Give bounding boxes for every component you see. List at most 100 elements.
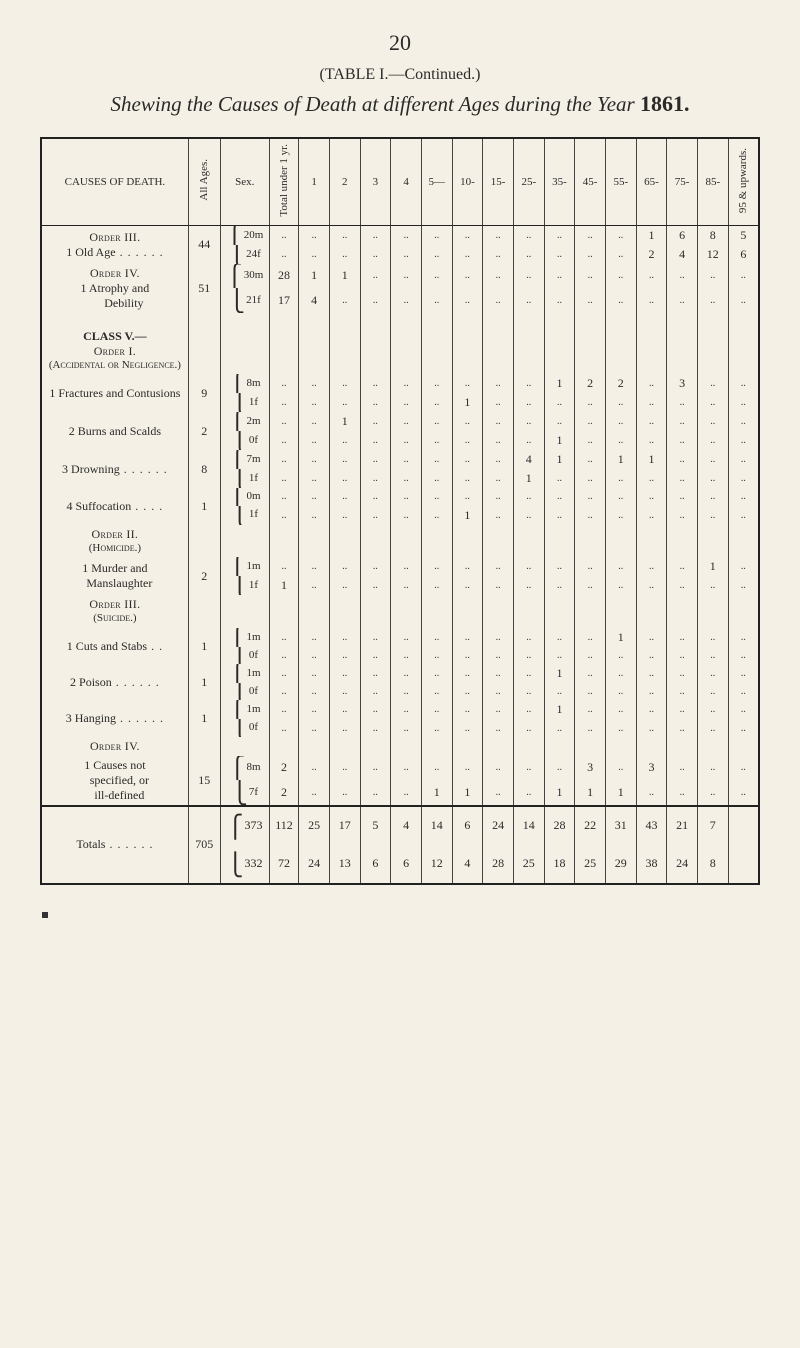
hanging-m-row: 3 Hanging 1 ⎧1m .......... ........ 1 ..… [41,700,759,719]
atrophy-label-a: 1 Atrophy and [43,281,187,296]
col-age-45: 45- [575,138,606,226]
burns-m-row: 2 Burns and Scalds 2 ⎧2m .... 1 ........… [41,412,759,431]
burns-label: 2 Burns and Scalds [41,412,188,450]
oldage-sex-m: ⎧20m [220,225,269,245]
scan-mark [42,912,48,918]
suffocation-m-row: 4 Suffocation 1 ⎧0m .......... ........ … [41,488,759,505]
col-age-25: 25- [513,138,544,226]
cuts-label: 1 Cuts and Stabs [41,628,188,664]
poison-label: 2 Poison [41,664,188,700]
spacer-row [41,313,759,327]
oldage-95m: 5 [728,225,759,245]
order3s-cell: Order III. (Suicide.) [41,595,188,628]
col-age-55: 55- [605,138,636,226]
hanging-label: 3 Hanging [41,700,188,736]
totals-label-cell: Totals [41,806,188,884]
oldage-85f: 12 [697,245,728,264]
fractures-all: 9 [188,374,220,412]
col-age-15: 15- [483,138,514,226]
fractures-m-row: 1 Fractures and Contusions 9 ⎧8m .......… [41,374,759,393]
atrophy-sex-f: ⎩21f [220,288,269,313]
order4s-heading-row: Order IV. [41,737,759,756]
fractures-label: 1 Fractures and Contusions [41,374,188,412]
page-title: Shewing the Causes of Death at different… [40,90,760,119]
header-row: CAUSES OF DEATH. All Ages. Sex. Total un… [41,138,759,226]
order4-heading-row: Order IV. 1 Atrophy and Debility 51 ⎧30m… [41,264,759,289]
atrophy-sex-m: ⎧30m [220,264,269,289]
atrophy-all: 51 [188,264,220,313]
atrophy-2m: 1 [329,264,360,289]
causesnot-m-row: 1 Causes not specified, or ill-defined 1… [41,756,759,780]
oldage-85m: 8 [697,225,728,245]
col-age-3: 3 [360,138,391,226]
col-all-ages: All Ages. [188,138,220,226]
poison-m-row: 2 Poison 1 ⎧1m .......... ........ 1 ...… [41,664,759,683]
cuts-all: 1 [188,628,220,664]
mortality-table: CAUSES OF DEATH. All Ages. Sex. Total un… [40,137,760,885]
oldage-75f: 4 [667,245,698,264]
drowning-label: 3 Drowning [41,450,188,488]
oldage-label: 1 Old Age [43,245,187,260]
atrophy-u1f: 17 [269,288,298,313]
col-age-10: 10- [452,138,483,226]
totals-sm: ⎧373 [220,806,269,845]
col-sex: Sex. [220,138,269,226]
c: .. [269,225,298,245]
cuts-m-row: 1 Cuts and Stabs 1 ⎧1m .......... ......… [41,628,759,647]
class5-heading-cell: CLASS V.— Order I. (Accidental or Neglig… [41,327,188,375]
murder-label: 1 Murder and Manslaughter [41,557,188,595]
order4s-label: Order IV. [43,739,187,754]
atrophy-1f: 4 [299,288,330,313]
order3s-heading-row: Order III. (Suicide.) [41,595,759,628]
col-age-35: 35- [544,138,575,226]
order4-label: Order IV. [43,266,187,281]
totals-label: Totals [76,837,105,851]
atrophy-label-b: Debility [43,296,187,311]
class5-head: CLASS V.— [43,329,187,344]
order2-heading-row: Order II. (Homicide.) [41,525,759,558]
suffocation-label: 4 Suffocation [41,488,188,524]
title-year: 1861. [640,91,690,116]
order3-heading-row: Order III. 1 Old Age 44 ⎧20m .. ........… [41,225,759,245]
oldage-65m: 1 [636,225,667,245]
col-under1: Total under 1 yr. [269,138,298,226]
class5-row: CLASS V.— Order I. (Accidental or Neglig… [41,327,759,347]
col-age-1: 1 [299,138,330,226]
atrophy-u1m: 28 [269,264,298,289]
oldage-all: 44 [188,225,220,264]
col-age-95: 95 & upwards. [728,138,759,226]
causesnot-all: 15 [188,756,220,806]
page: 20 (TABLE I.—Continued.) Shewing the Cau… [0,0,800,1348]
murder-all: 2 [188,557,220,595]
order4s-cell: Order IV. [41,737,188,756]
oldage-sex-f: ⎩24f [220,245,269,264]
col-age-75: 75- [667,138,698,226]
oldage-95f: 6 [728,245,759,264]
causesnot-label: 1 Causes not specified, or ill-defined [41,756,188,806]
page-number: 20 [40,30,760,56]
burns-all: 2 [188,412,220,450]
order2-sub: (Homicide.) [43,542,187,556]
title-prefix: Shewing the Causes of Death at different… [111,92,640,116]
order3s-sub: (Suicide.) [43,612,187,626]
drowning-m-row: 3 Drowning 8 ⎧7m .......... ...... 4 1 .… [41,450,759,469]
class5-order1: Order I. [43,344,187,359]
table-continued-label: (TABLE I.—Continued.) [40,66,760,84]
suffocation-all: 1 [188,488,220,524]
hanging-all: 1 [188,700,220,736]
totals-all: 705 [188,806,220,884]
order3s-label: Order III. [43,597,187,612]
class5-sub: (Accidental or Negligence.) [43,359,187,373]
atrophy-1m: 1 [299,264,330,289]
drowning-all: 8 [188,450,220,488]
col-age-85: 85- [697,138,728,226]
totals-sf: ⎩332 [220,845,269,884]
col-age-2: 2 [329,138,360,226]
oldage-75m: 6 [667,225,698,245]
poison-all: 1 [188,664,220,700]
murder-m-row: 1 Murder and Manslaughter 2 ⎧1m ........… [41,557,759,576]
order2-cell: Order II. (Homicide.) [41,525,188,558]
col-age-4: 4 [391,138,422,226]
order3-label: Order III. [43,230,187,245]
col-age-65: 65- [636,138,667,226]
